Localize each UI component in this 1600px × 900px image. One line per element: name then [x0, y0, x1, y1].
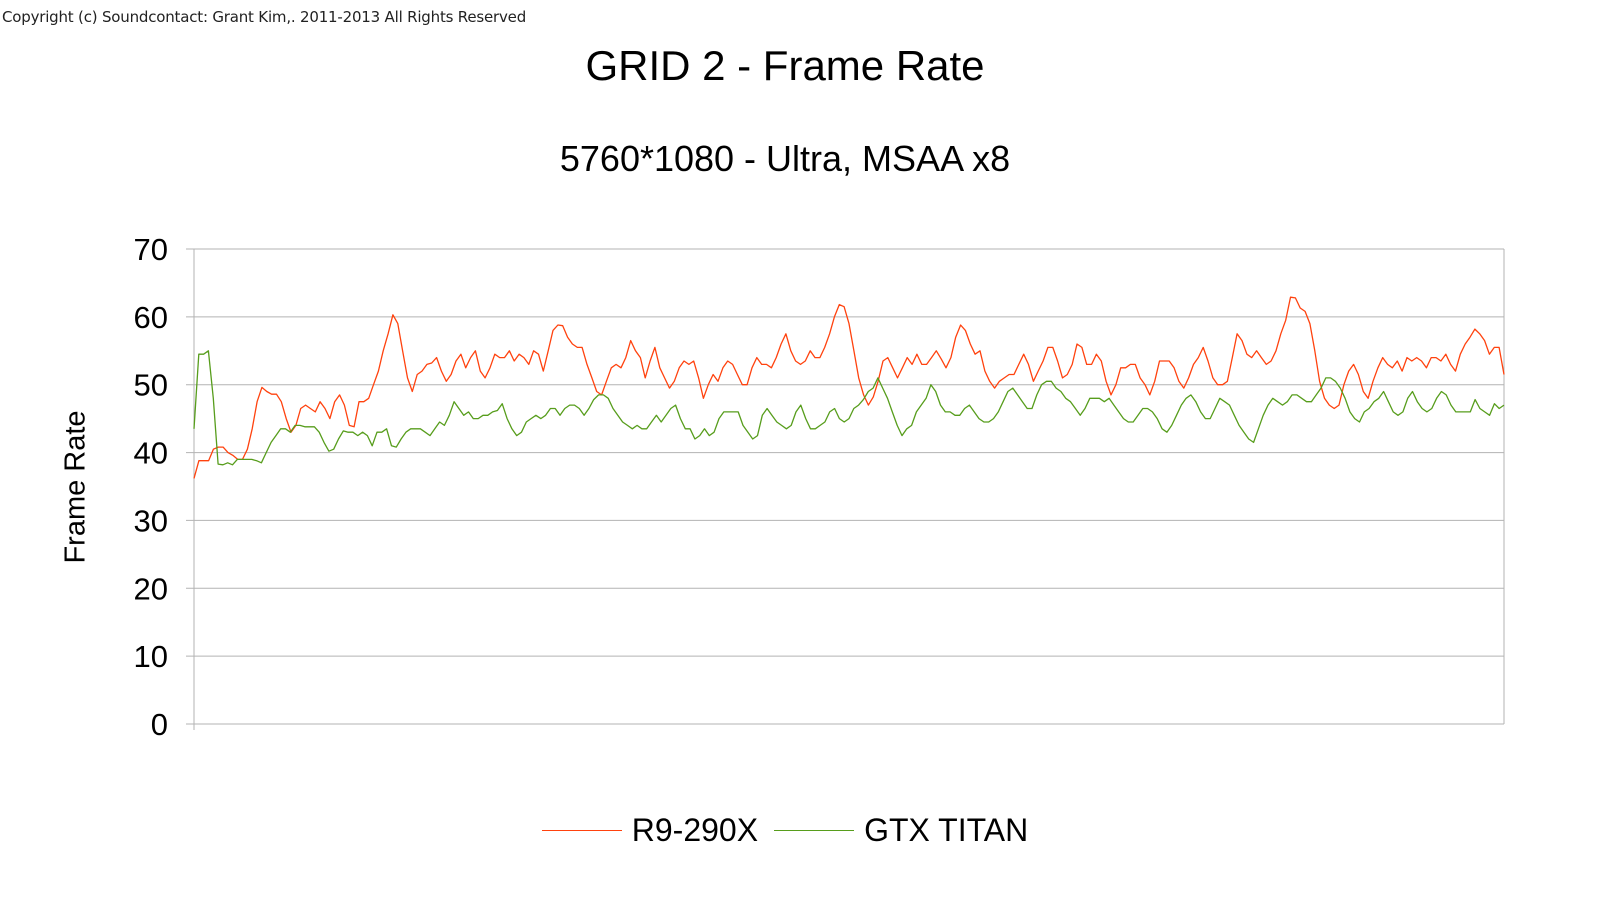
y-tick-label: 50	[134, 368, 168, 403]
copyright-notice: Copyright (c) Soundcontact: Grant Kim,. …	[2, 8, 527, 26]
series-line-r9-290x	[193, 296, 1505, 479]
y-tick-label: 10	[134, 639, 168, 674]
legend-label-gtx-titan: GTX TITAN	[864, 812, 1029, 848]
chart-subtitle: 5760*1080 - Ultra, MSAA x8	[559, 138, 1011, 179]
y-tick-label: 70	[134, 232, 168, 267]
y-tick-label: 20	[134, 571, 168, 606]
y-axis-ticks: 0 10 20 30 40 50 60 70	[134, 232, 168, 742]
legend-label-r9-290x: R9-290X	[631, 812, 759, 848]
chart-title: GRID 2 - Frame Rate	[585, 42, 985, 89]
legend-item-gtx-titan: GTX TITAN	[774, 812, 1028, 849]
series-line-gtx-titan	[193, 350, 1505, 466]
y-tick-label: 40	[134, 436, 168, 471]
legend-swatch-gtx-titan	[774, 830, 855, 831]
legend-swatch-r9-290x	[541, 830, 622, 831]
legend-item-r9-290x: R9-290X	[541, 812, 759, 849]
gridlines	[186, 248, 1505, 730]
y-tick-label: 30	[134, 503, 168, 538]
series-lines	[193, 296, 1505, 479]
legend: R9-290X GTX TITAN	[0, 812, 1570, 849]
y-tick-label: 60	[134, 300, 168, 335]
y-tick-label: 0	[151, 707, 168, 742]
